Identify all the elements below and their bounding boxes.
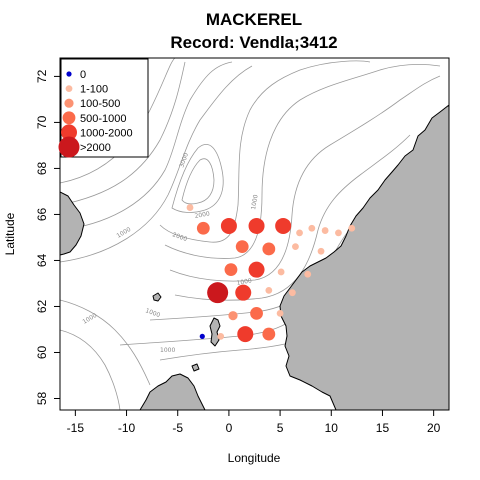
legend-marker	[66, 71, 72, 77]
catch-point	[199, 333, 205, 339]
x-axis-label: Longitude	[228, 451, 281, 465]
catch-point	[262, 327, 276, 341]
contour-line	[159, 60, 371, 243]
faroe-islands	[152, 292, 162, 302]
contour-label: 1000	[160, 347, 175, 354]
legend-label: 0	[80, 69, 86, 81]
contour-line	[119, 311, 301, 346]
catch-point	[335, 229, 342, 237]
y-tick-label: 66	[35, 207, 49, 221]
catch-point	[277, 268, 285, 276]
shetland-islands	[209, 317, 221, 347]
plot-frame	[59, 57, 450, 411]
contour-line	[171, 144, 224, 213]
contour-label: 1000	[116, 226, 133, 240]
legend-label: >2000	[80, 142, 111, 154]
land-masses	[60, 104, 449, 410]
catch-point	[250, 306, 263, 320]
x-tick-label: 5	[277, 421, 284, 435]
legend-label: 1000-2000	[80, 127, 133, 139]
y-tick-label: 70	[35, 115, 49, 129]
legend-marker	[58, 136, 80, 158]
iceland-coast	[60, 191, 85, 256]
contour-line	[60, 61, 186, 206]
catch-point	[321, 227, 329, 234]
x-tick-label: -5	[172, 421, 183, 435]
catch-point	[228, 311, 238, 321]
catch-point	[207, 282, 229, 304]
x-tick-label: -10	[118, 421, 136, 435]
depth-contours	[60, 58, 441, 410]
contour-line	[174, 134, 411, 301]
legend-label: 500-1000	[80, 113, 127, 125]
legend-marker	[61, 124, 77, 141]
catch-point	[186, 204, 194, 211]
catch-point	[235, 284, 252, 301]
legend-marker	[64, 98, 74, 108]
contour-line	[60, 329, 121, 410]
catch-point	[217, 332, 225, 340]
contour-label: 1000	[250, 194, 260, 210]
contour-line	[169, 75, 441, 282]
catch-point	[348, 224, 356, 232]
contour-label: 3000	[178, 152, 190, 169]
contour-label: 2000	[194, 210, 210, 220]
norway-sweden-land	[279, 104, 449, 410]
x-tick-label: -15	[67, 421, 85, 435]
legend-marker	[65, 85, 73, 92]
catch-point	[235, 240, 249, 254]
y-tick-label: 62	[35, 299, 49, 313]
contour-label: 2000	[171, 231, 188, 243]
y-tick-label: 68	[35, 161, 49, 175]
x-tick-label: 20	[427, 421, 441, 435]
catch-point	[265, 286, 273, 294]
contour-line	[164, 63, 441, 259]
orkney-islands	[191, 363, 200, 372]
catch-point	[288, 289, 296, 297]
x-axis: -15 -10 -5 0 5 10 15 20	[67, 410, 441, 435]
contour-line	[159, 339, 301, 361]
x-tick-label: 0	[226, 421, 233, 435]
catch-point	[296, 229, 303, 237]
contour-label: 1000	[144, 307, 161, 319]
y-axis-label: Latitude	[3, 212, 17, 255]
legend-label: 100-500	[80, 98, 120, 110]
x-tick-label: 10	[325, 421, 339, 435]
y-axis: 58 60 62 64 66 68 70 72	[35, 69, 60, 405]
catch-point	[317, 247, 325, 255]
catch-point	[248, 217, 265, 234]
x-tick-label: 15	[376, 421, 390, 435]
y-tick-label: 58	[35, 392, 49, 406]
y-tick-label: 72	[35, 69, 49, 83]
scotland-coast	[139, 373, 206, 410]
catch-point	[262, 242, 276, 256]
chart-title: MACKEREL	[206, 10, 302, 29]
catch-point	[220, 217, 237, 234]
y-tick-label: 60	[35, 345, 49, 359]
y-tick-label: 64	[35, 253, 49, 267]
legend-label: 1-100	[80, 84, 108, 96]
contour-labels: 3000 1000 2000 2000 1000 1000 1000 1000 …	[82, 152, 260, 354]
catch-points	[186, 204, 356, 343]
catch-point	[308, 224, 316, 232]
catch-point	[275, 217, 292, 234]
catch-point	[276, 309, 284, 317]
contour-line	[60, 299, 151, 386]
catch-point	[224, 263, 238, 277]
contour-line	[181, 158, 215, 205]
catch-point	[304, 270, 312, 278]
catch-point	[248, 261, 265, 278]
contour-line	[60, 65, 253, 263]
contour-label: 1000	[236, 277, 252, 287]
legend-marker	[62, 111, 76, 125]
catch-point	[196, 221, 210, 235]
chart-subtitle: Record: Vendla;3412	[170, 33, 337, 52]
catch-point	[237, 326, 254, 343]
contour-label: 1000	[82, 312, 99, 326]
catch-point	[292, 243, 299, 251]
contour-line	[60, 61, 233, 231]
legend: 0 1-100 100-500 500-1000 1000-2000 >2000	[58, 58, 149, 158]
